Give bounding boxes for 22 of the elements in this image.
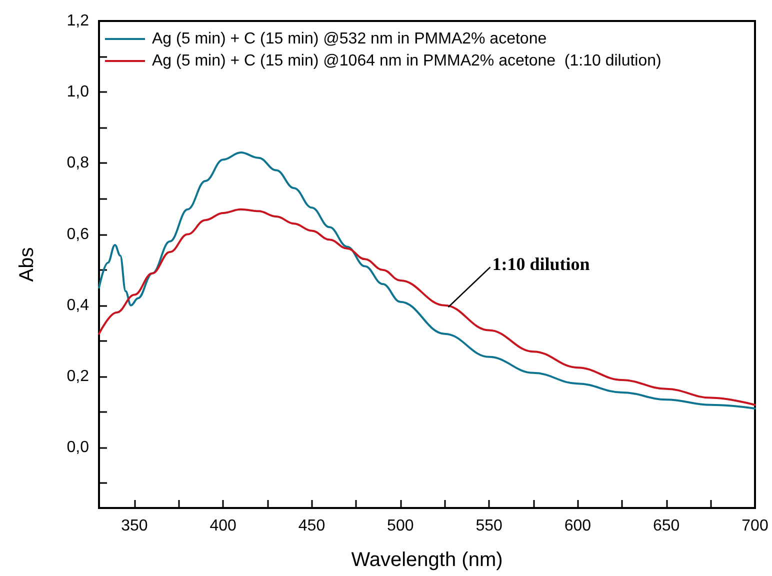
x-tick-label: 600 [564,518,592,534]
y-tick-label: 0,2 [66,368,90,385]
x-tick-label: 350 [121,518,148,534]
x-tick-label: 700 [742,518,768,534]
y-tick-label: 0,4 [66,296,90,314]
annotation: 1:10 dilution [492,254,590,276]
x-tick-label: 500 [387,518,414,534]
y-tick-label: 0,0 [66,439,90,456]
line-series [98,152,756,410]
x-tick-label: 450 [298,518,326,534]
y-axis-title: Abs [16,247,38,282]
x-tick-label: 400 [210,518,237,534]
legend-label: Ag (5 min) + C (15 min) @532 nm in PMMA2% acetone [152,30,547,48]
y-tick-label: 1,0 [66,84,90,101]
x-tick-label: 550 [476,518,502,534]
line-series [98,208,756,406]
y-tick-label: 0,6 [66,226,90,243]
x-axis-title: Wavelength (nm) [351,549,503,571]
legend-label: Ag (5 min) + C (15 min) @1064 nm in PMMA2% acetone (1:10 dilution) [152,52,662,70]
y-tick-label: 0,8 [66,154,90,172]
x-tick-label: 650 [653,518,680,534]
y-tick-label: 1,2 [66,12,90,30]
